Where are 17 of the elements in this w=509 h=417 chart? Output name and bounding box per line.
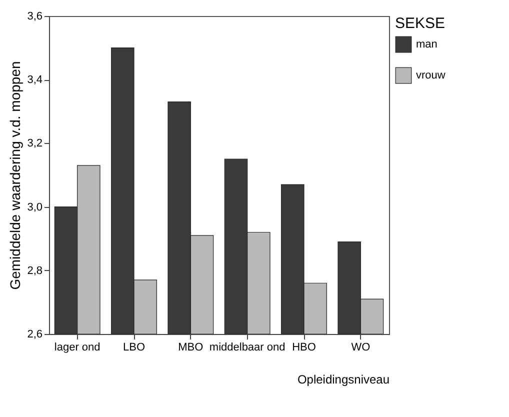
legend-label: vrouw: [416, 70, 446, 82]
y-tick-label: 3,4: [27, 74, 42, 86]
y-axis-title: Gemiddelde waardering v.d. moppen: [7, 61, 24, 290]
y-tick-label: 3,6: [27, 10, 42, 22]
x-tick-label: MBO: [178, 342, 204, 354]
y-tick-label: 2,8: [27, 264, 42, 277]
x-axis-title: Opleidingsniveau: [297, 372, 390, 386]
y-tick-label: 3,2: [27, 138, 42, 150]
x-tick-label: WO: [351, 342, 371, 354]
legend-title: SEKSE: [395, 15, 446, 32]
y-tick-label: 3,0: [27, 201, 42, 214]
x-tick-label: HBO: [292, 342, 316, 354]
x-tick-label: middelbaar ond: [209, 342, 286, 354]
x-tick-label: lager ond: [54, 342, 100, 354]
legend-label: man: [416, 38, 438, 50]
y-tick-label: 2,6: [27, 328, 42, 340]
x-tick-label: LBO: [122, 342, 146, 354]
